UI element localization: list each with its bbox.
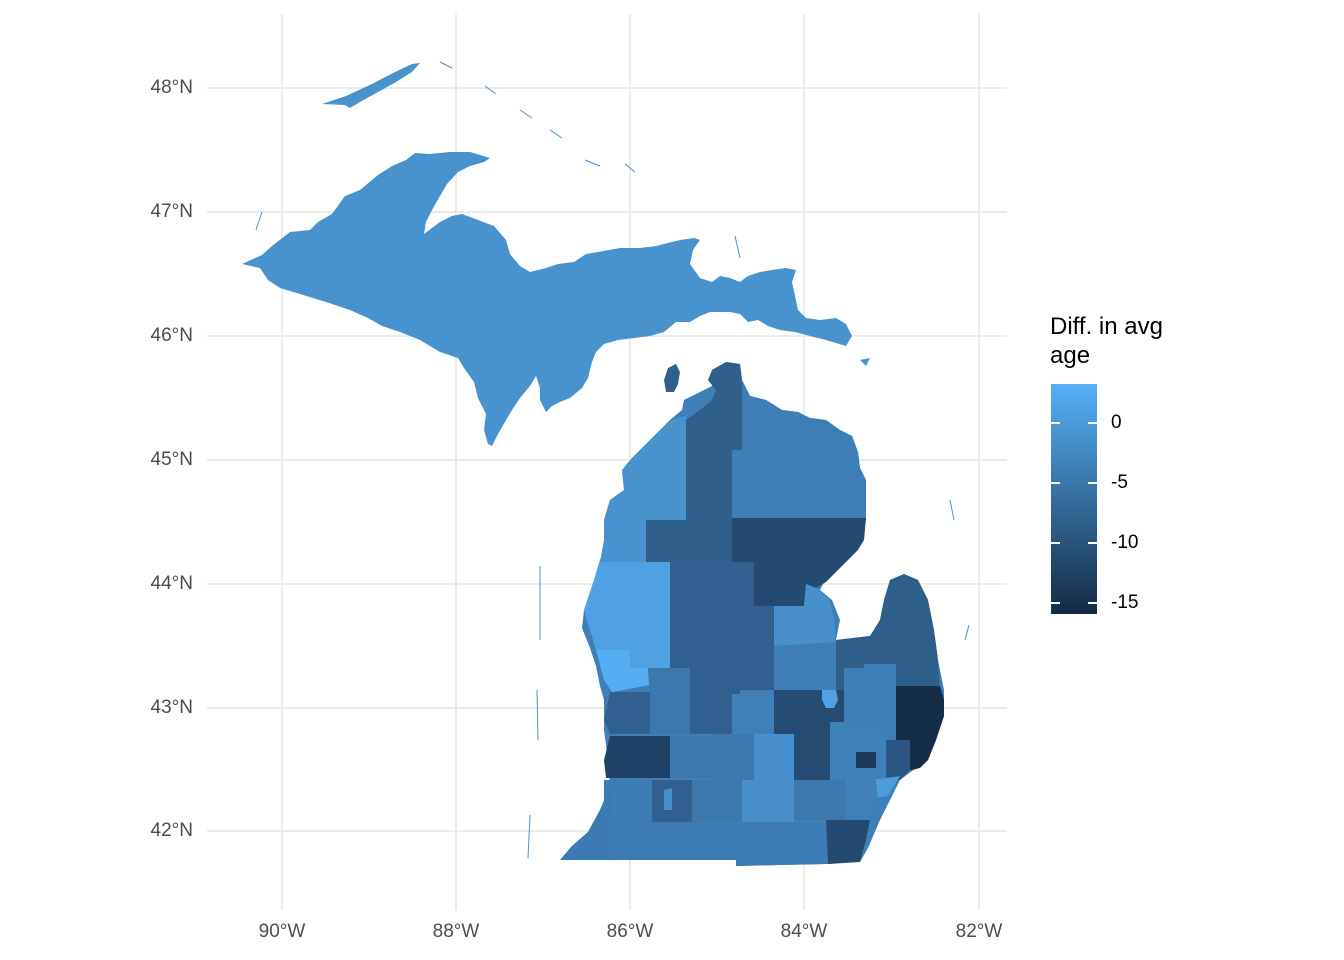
x-tick-label: 84°W bbox=[780, 921, 828, 942]
county-berrien bbox=[560, 780, 612, 860]
county-wayne bbox=[846, 780, 878, 820]
county-thumb bbox=[836, 574, 940, 690]
county-ogemaw-arenac bbox=[732, 518, 866, 606]
county-kent bbox=[648, 668, 690, 734]
county-monroe bbox=[826, 820, 870, 864]
beaver-island-region bbox=[664, 364, 680, 392]
county-macomb bbox=[886, 740, 910, 780]
y-tick-label: 44°N bbox=[150, 573, 193, 594]
y-tick-label: 48°N bbox=[150, 77, 193, 98]
area-detroit-light bbox=[872, 776, 900, 798]
county-oakland bbox=[830, 722, 886, 780]
county-west-coast bbox=[584, 562, 670, 668]
legend-title: Diff. in avg age bbox=[1050, 312, 1230, 370]
legend-tick-right bbox=[1088, 602, 1097, 604]
city-flint-spot bbox=[822, 690, 838, 708]
county-washtenaw bbox=[794, 780, 846, 820]
legend-label: 0 bbox=[1111, 412, 1122, 433]
county-eaton bbox=[712, 734, 754, 780]
legend-label: -5 bbox=[1111, 472, 1128, 493]
county-bay-midland bbox=[754, 584, 836, 646]
county-ottawa bbox=[604, 692, 650, 734]
x-tick-label: 82°W bbox=[955, 921, 1003, 942]
isle-royale-region bbox=[322, 63, 420, 108]
legend-tick-right bbox=[1088, 542, 1097, 544]
legend-tick-left bbox=[1051, 482, 1060, 484]
county-southern-tier bbox=[612, 822, 828, 866]
legend-title-line2: age bbox=[1050, 342, 1091, 369]
city-kalamazoo-spot bbox=[664, 788, 672, 810]
y-tick-label: 43°N bbox=[150, 697, 193, 718]
legend-tick-right bbox=[1088, 482, 1097, 484]
legend-label: -15 bbox=[1111, 592, 1139, 613]
area-detroit-mix bbox=[856, 752, 876, 768]
county-central bbox=[670, 562, 774, 734]
county-van-buren bbox=[604, 780, 652, 826]
legend-tick-left bbox=[1051, 542, 1060, 544]
legend-colorbar bbox=[1051, 384, 1097, 614]
county-calhoun bbox=[692, 780, 742, 822]
y-tick-label: 47°N bbox=[150, 201, 193, 222]
county-allegan bbox=[604, 736, 670, 778]
county-barry bbox=[670, 736, 712, 778]
county-ingham bbox=[742, 734, 794, 780]
county-jackson bbox=[742, 780, 794, 822]
legend-tick-right bbox=[1088, 422, 1097, 424]
legend-tick-left bbox=[1051, 422, 1060, 424]
y-tick-label: 42°N bbox=[150, 820, 193, 841]
county-northern-strip bbox=[686, 362, 742, 520]
x-tick-label: 90°W bbox=[258, 921, 306, 942]
county-nw-coast bbox=[600, 416, 686, 562]
legend-label: -10 bbox=[1111, 532, 1139, 553]
water-boundary-lines bbox=[255, 61, 970, 859]
north-islands-region bbox=[860, 358, 870, 366]
color-legend: Diff. in avg age 0 -5 -10 -15 bbox=[1050, 312, 1230, 614]
legend-tick-left bbox=[1051, 602, 1060, 604]
county-muskegon bbox=[596, 650, 650, 692]
y-tick-label: 45°N bbox=[150, 449, 193, 470]
upper-peninsula-region bbox=[242, 152, 852, 446]
x-tick-label: 86°W bbox=[606, 921, 654, 942]
county-saginaw bbox=[774, 642, 836, 690]
county-northeast bbox=[732, 380, 866, 518]
x-tick-label: 88°W bbox=[432, 921, 480, 942]
legend-title-line1: Diff. in avg bbox=[1050, 313, 1163, 340]
county-livingston bbox=[794, 734, 830, 780]
county-clinton bbox=[732, 694, 774, 734]
y-tick-label: 46°N bbox=[150, 325, 193, 346]
